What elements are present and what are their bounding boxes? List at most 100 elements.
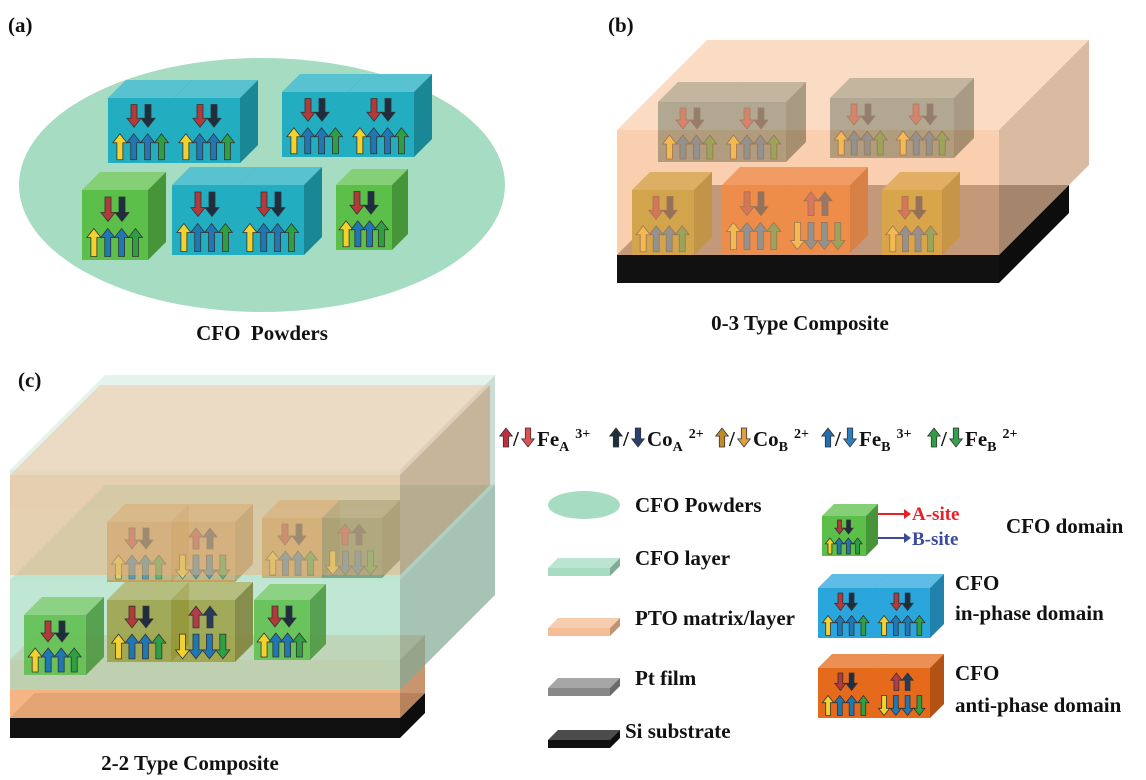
box-top bbox=[822, 504, 878, 516]
spin-arrow bbox=[845, 592, 859, 612]
spin-arrow bbox=[267, 605, 283, 628]
box-side-shade bbox=[930, 574, 944, 638]
spin-arrow bbox=[189, 222, 206, 252]
box-top-shade bbox=[822, 504, 878, 516]
box-top-shade bbox=[322, 500, 400, 518]
box-top-shade bbox=[548, 558, 620, 568]
box-side bbox=[610, 678, 620, 696]
spin-arrow bbox=[138, 605, 154, 629]
box-front bbox=[548, 568, 610, 576]
box-side bbox=[930, 654, 944, 718]
spin-arrow bbox=[349, 191, 365, 215]
site: B bbox=[987, 440, 996, 455]
spin-arrow bbox=[833, 592, 847, 612]
spin-arrow bbox=[190, 191, 206, 218]
cfo-layer bbox=[10, 375, 495, 580]
panel-label: (a) bbox=[8, 13, 33, 37]
box-side bbox=[930, 574, 944, 638]
spin-label: FeB 2+ bbox=[965, 427, 1018, 455]
site: B bbox=[881, 440, 890, 455]
spin-arrow bbox=[912, 614, 926, 636]
box-top bbox=[548, 618, 620, 628]
box-side-shade bbox=[999, 185, 1069, 283]
box-top bbox=[874, 654, 944, 668]
spin-label: CoA 2+ bbox=[647, 427, 704, 455]
spin-arrow bbox=[277, 550, 294, 576]
spin-arrow bbox=[842, 427, 858, 448]
spin-arrow bbox=[630, 427, 646, 448]
spin-arrow bbox=[53, 647, 70, 673]
box-top-shade bbox=[24, 597, 104, 615]
box-top-shade bbox=[818, 574, 888, 588]
spin-arrow bbox=[40, 620, 56, 643]
box-side bbox=[610, 558, 620, 576]
spin-arrow bbox=[139, 133, 156, 161]
a-site-label: A-site bbox=[912, 504, 959, 525]
box-front bbox=[10, 475, 400, 575]
spin-arrow bbox=[86, 227, 102, 257]
box-top-shade bbox=[108, 80, 192, 98]
spin-arrow bbox=[877, 695, 891, 717]
site: B bbox=[779, 440, 788, 455]
box-top bbox=[874, 574, 944, 588]
panel-caption: 2-2 Type Composite bbox=[101, 751, 279, 775]
domain-cube bbox=[874, 574, 944, 638]
box-side-shade bbox=[148, 172, 166, 260]
spin-arrow bbox=[380, 98, 396, 122]
spin-arrow bbox=[269, 222, 286, 252]
box-side bbox=[86, 597, 104, 675]
spin-arrow bbox=[299, 127, 316, 155]
box-top-shade bbox=[262, 500, 340, 518]
box-top-shade bbox=[336, 169, 408, 185]
spin-arrow bbox=[138, 527, 154, 550]
legend-slab bbox=[548, 558, 620, 576]
box-side bbox=[400, 385, 490, 575]
pto-layer bbox=[10, 385, 490, 575]
box-side-shade bbox=[392, 169, 408, 250]
spin-arrow bbox=[379, 127, 396, 155]
spin-arrow bbox=[608, 427, 624, 448]
domain-cube bbox=[254, 584, 326, 660]
box-side-shade bbox=[310, 584, 326, 660]
box-side bbox=[999, 185, 1069, 283]
spin-arrow bbox=[140, 104, 156, 128]
box-side bbox=[240, 80, 258, 163]
box-side-shade bbox=[999, 40, 1089, 255]
box-side-shade bbox=[382, 500, 400, 578]
panel-caption: 0-3 Type Composite bbox=[711, 311, 889, 335]
spin-arrow bbox=[201, 554, 218, 580]
spin-arrow bbox=[281, 605, 297, 628]
spin-arrow bbox=[219, 133, 236, 161]
spin-arrow bbox=[126, 104, 142, 128]
box-side-shade bbox=[400, 375, 495, 580]
spin-arrow bbox=[361, 220, 378, 248]
spin-arrow bbox=[54, 620, 70, 643]
box-front bbox=[10, 470, 400, 580]
charge: 3+ bbox=[575, 427, 590, 442]
box-top bbox=[818, 654, 888, 668]
spin-separator: / bbox=[512, 427, 520, 451]
box-front bbox=[10, 718, 400, 738]
box-top-shade bbox=[82, 172, 166, 190]
spin-arrow bbox=[114, 196, 130, 223]
site: A bbox=[559, 440, 570, 455]
spin-arrow bbox=[153, 133, 170, 161]
box-top-shade bbox=[10, 385, 490, 475]
pto-matrix bbox=[617, 40, 1089, 255]
legend-slab bbox=[548, 730, 620, 748]
box-side bbox=[148, 172, 166, 260]
spin-arrow bbox=[352, 127, 368, 155]
spin-arrow bbox=[27, 647, 43, 673]
spin-arrow bbox=[242, 222, 258, 252]
spin-arrow bbox=[736, 427, 752, 448]
element: Co bbox=[647, 427, 673, 451]
spin-arrow bbox=[178, 133, 194, 161]
box-side bbox=[400, 485, 495, 690]
legend-text: Pt film bbox=[635, 666, 697, 690]
spin-arrow bbox=[256, 191, 272, 218]
box-front bbox=[548, 688, 610, 696]
legend-text: CFO bbox=[955, 661, 999, 685]
spin-arrow bbox=[338, 220, 354, 248]
box-top-shade bbox=[548, 730, 620, 740]
spin-arrow bbox=[151, 554, 167, 580]
